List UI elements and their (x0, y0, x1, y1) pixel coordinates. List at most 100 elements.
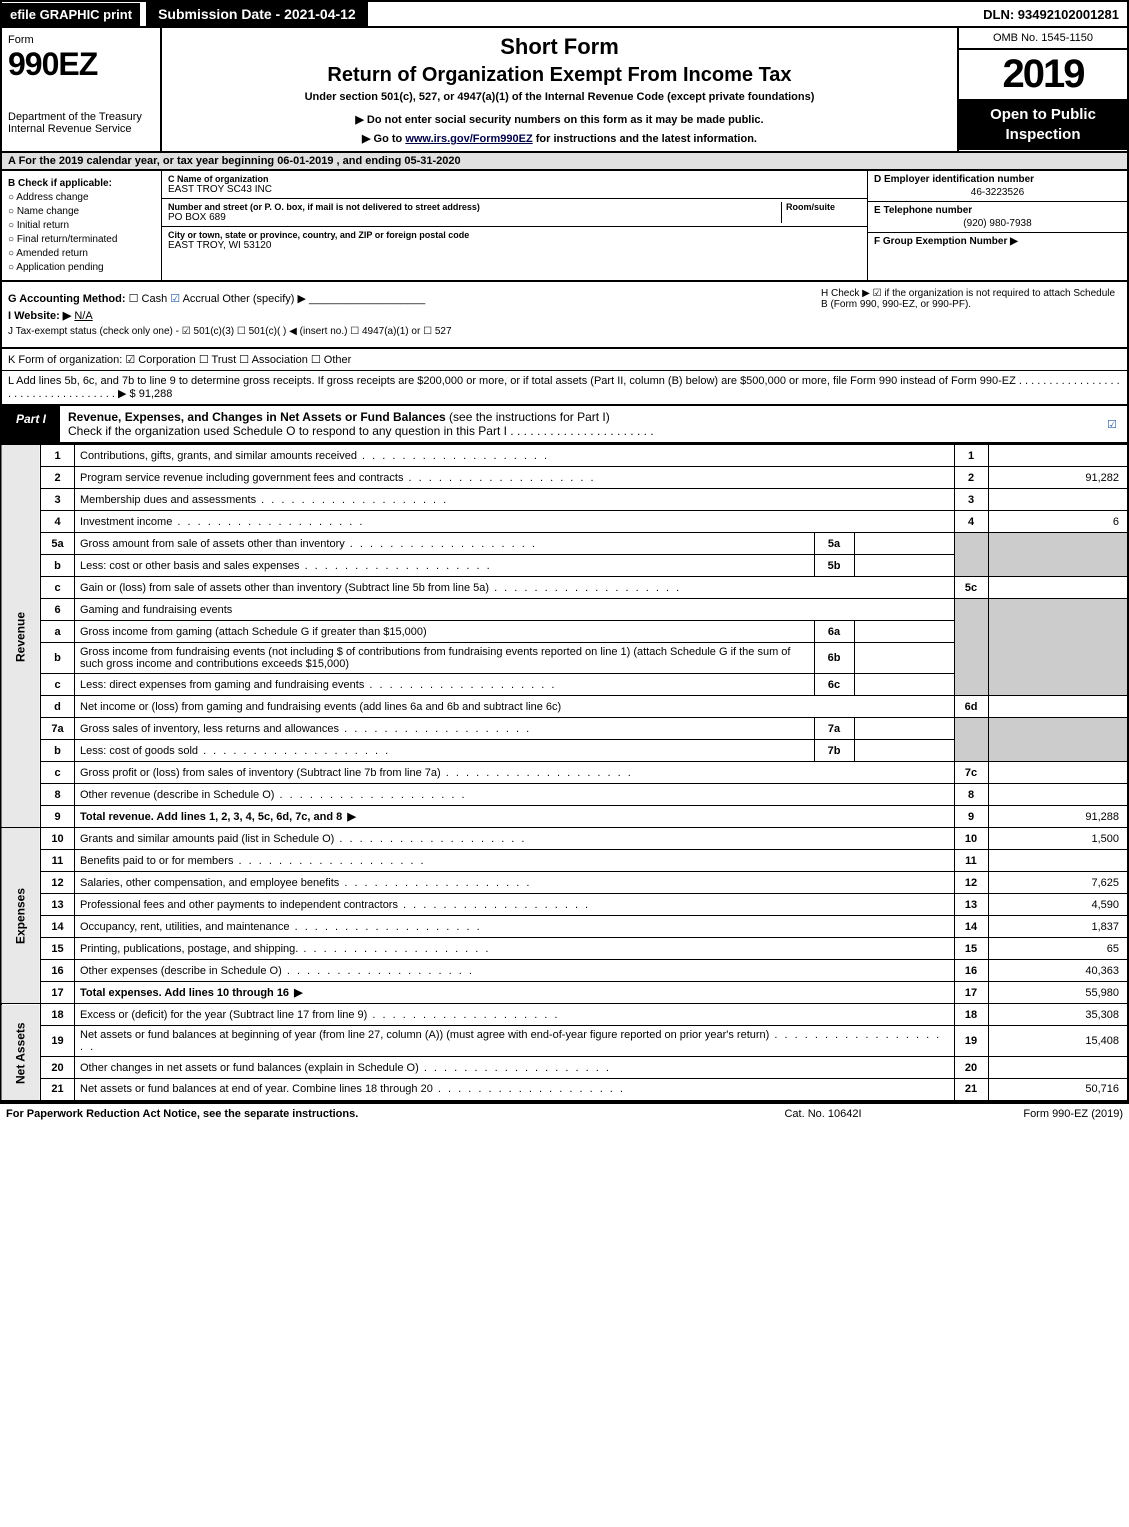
footer-catalog: Cat. No. 10642I (723, 1108, 923, 1120)
chk-amended-return[interactable]: Amended return (8, 248, 155, 259)
chk-final-return[interactable]: Final return/terminated (8, 234, 155, 245)
gross-receipts-value: 91,288 (139, 388, 173, 400)
note-ssn: ▶ Do not enter social security numbers o… (172, 113, 947, 126)
website-row: I Website: ▶ N/A (8, 309, 821, 322)
tax-exempt-status: J Tax-exempt status (check only one) - ☑… (8, 326, 821, 337)
line-20: Other changes in net assets or fund bala… (75, 1057, 955, 1079)
line-18: Excess or (deficit) for the year (Subtra… (75, 1004, 955, 1026)
form-label: Form (8, 34, 154, 46)
chk-initial-return[interactable]: Initial return (8, 220, 155, 231)
omb-number: OMB No. 1545-1150 (959, 28, 1127, 50)
line-7b: Less: cost of goods sold (75, 740, 815, 762)
addr-hd: Number and street (or P. O. box, if mail… (168, 202, 781, 212)
dln: DLN: 93492102001281 (975, 3, 1127, 26)
row-h-schedule-b: H Check ▶ ☑ if the organization is not r… (821, 288, 1121, 341)
line-6d-val (988, 696, 1128, 718)
line-13: Professional fees and other payments to … (75, 894, 955, 916)
netassets-section-label: Net Assets (1, 1004, 41, 1101)
line-9-val: 91,288 (988, 806, 1128, 828)
website-value: N/A (74, 310, 92, 322)
irs-link[interactable]: www.irs.gov/Form990EZ (405, 133, 532, 145)
line-6c: Less: direct expenses from gaming and fu… (75, 674, 815, 696)
line-14: Occupancy, rent, utilities, and maintena… (75, 916, 955, 938)
line-3-val (988, 489, 1128, 511)
line-16: Other expenses (describe in Schedule O) (75, 960, 955, 982)
efile-label[interactable]: efile GRAPHIC print (2, 3, 140, 26)
line-5c: Gain or (loss) from sale of assets other… (75, 577, 955, 599)
line-2-val: 91,282 (988, 467, 1128, 489)
line-13-val: 4,590 (988, 894, 1128, 916)
line-14-val: 1,837 (988, 916, 1128, 938)
row-l-gross-receipts: L Add lines 5b, 6c, and 7b to line 9 to … (0, 370, 1129, 406)
org-block: B Check if applicable: Address change Na… (0, 171, 1129, 282)
line-10: Grants and similar amounts paid (list in… (75, 828, 955, 850)
line-6d: Net income or (loss) from gaming and fun… (75, 696, 955, 718)
line-5a: Gross amount from sale of assets other t… (75, 533, 815, 555)
chk-cash[interactable]: Cash (129, 293, 168, 305)
revenue-section-label: Revenue (1, 445, 41, 828)
org-name: EAST TROY SC43 INC (168, 184, 861, 195)
form-header: Form 990EZ Department of the Treasury In… (0, 28, 1129, 153)
line-4: Investment income (75, 511, 955, 533)
line-19: Net assets or fund balances at beginning… (75, 1026, 955, 1057)
line-6b: Gross income from fundraising events (no… (75, 643, 815, 674)
chk-accrual[interactable]: Accrual (170, 293, 219, 305)
part1-schedule-o-check[interactable] (1097, 406, 1127, 442)
line-1-val (988, 445, 1128, 467)
city-hd: City or town, state or province, country… (168, 230, 861, 240)
line-11-val (988, 850, 1128, 872)
line-1: Contributions, gifts, grants, and simila… (75, 445, 955, 467)
row-k-form-org: K Form of organization: ☑ Corporation ☐ … (0, 349, 1129, 370)
line-5b: Less: cost or other basis and sales expe… (75, 555, 815, 577)
line-5c-val (988, 577, 1128, 599)
line-6a: Gross income from gaming (attach Schedul… (75, 621, 815, 643)
topbar: efile GRAPHIC print Submission Date - 20… (0, 0, 1129, 28)
part1-table: Revenue 1Contributions, gifts, grants, a… (0, 444, 1129, 1102)
submission-date: Submission Date - 2021-04-12 (144, 2, 368, 26)
line-19-val: 15,408 (988, 1026, 1128, 1057)
line-7c-val (988, 762, 1128, 784)
page-footer: For Paperwork Reduction Act Notice, see … (0, 1102, 1129, 1124)
line-3: Membership dues and assessments (75, 489, 955, 511)
line-6: Gaming and fundraising events (75, 599, 955, 621)
line-18-val: 35,308 (988, 1004, 1128, 1026)
org-name-hd: C Name of organization (168, 174, 861, 184)
line-17: Total expenses. Add lines 10 through 16 (75, 982, 955, 1004)
footer-paperwork: For Paperwork Reduction Act Notice, see … (6, 1108, 723, 1120)
accounting-method: G Accounting Method: Cash Accrual Other … (8, 292, 821, 305)
chk-name-change[interactable]: Name change (8, 206, 155, 217)
col-c-org-info: C Name of organization EAST TROY SC43 IN… (162, 171, 867, 280)
line-8: Other revenue (describe in Schedule O) (75, 784, 955, 806)
line-4-val: 6 (988, 511, 1128, 533)
col-b-checkboxes: B Check if applicable: Address change Na… (2, 171, 162, 280)
tel-value: (920) 980-7938 (874, 218, 1121, 229)
ein-value: 46-3223526 (874, 187, 1121, 198)
form-number: 990EZ (8, 46, 154, 83)
line-16-val: 40,363 (988, 960, 1128, 982)
line-11: Benefits paid to or for members (75, 850, 955, 872)
tel-hd: E Telephone number (874, 205, 1121, 216)
chk-application-pending[interactable]: Application pending (8, 262, 155, 273)
line-2: Program service revenue including govern… (75, 467, 955, 489)
row-a-tax-year: A For the 2019 calendar year, or tax yea… (0, 153, 1129, 171)
note-goto: ▶ Go to www.irs.gov/Form990EZ for instru… (172, 132, 947, 145)
line-9: Total revenue. Add lines 1, 2, 3, 4, 5c,… (75, 806, 955, 828)
title-return: Return of Organization Exempt From Incom… (172, 64, 947, 87)
title-short-form: Short Form (172, 34, 947, 60)
org-city: EAST TROY, WI 53120 (168, 240, 861, 251)
expenses-section-label: Expenses (1, 828, 41, 1004)
part1-tab: Part I (2, 406, 60, 442)
line-17-val: 55,980 (988, 982, 1128, 1004)
line-15: Printing, publications, postage, and shi… (75, 938, 955, 960)
footer-form-ref: Form 990-EZ (2019) (923, 1108, 1123, 1120)
row-ghij: G Accounting Method: Cash Accrual Other … (0, 282, 1129, 349)
line-12: Salaries, other compensation, and employ… (75, 872, 955, 894)
line-10-val: 1,500 (988, 828, 1128, 850)
room-hd: Room/suite (786, 202, 861, 212)
chk-address-change[interactable]: Address change (8, 192, 155, 203)
line-7a: Gross sales of inventory, less returns a… (75, 718, 815, 740)
line-8-val (988, 784, 1128, 806)
org-address: PO BOX 689 (168, 212, 781, 223)
tax-year: 2019 (959, 50, 1127, 99)
ein-hd: D Employer identification number (874, 174, 1121, 185)
